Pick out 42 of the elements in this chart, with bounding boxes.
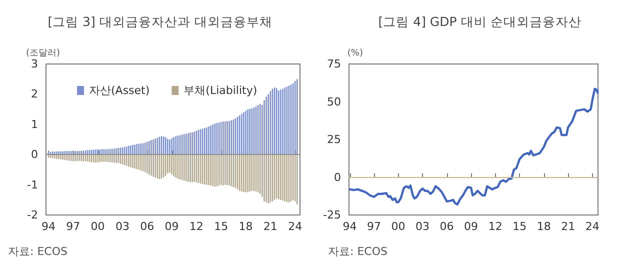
x-tick-label: 97 (66, 220, 80, 233)
line-series (348, 88, 599, 206)
x-tick-label: 03 (115, 220, 130, 233)
x-tick-label: 18 (536, 220, 551, 233)
y-tick-label: -2 (27, 208, 38, 222)
y-tick-label: 1 (31, 118, 38, 131)
x-tick-label: 97 (367, 220, 382, 233)
x-tick-label: 18 (238, 220, 253, 233)
x-tick-label: 00 (391, 220, 406, 233)
y-tick-label: 25 (326, 133, 341, 146)
text: 자료: ECOS (328, 245, 388, 258)
x-tick-label: 12 (488, 220, 502, 233)
chart-title: [그림 3] 대외금융자산과 대외금융부채 (48, 14, 272, 29)
y-tick-label: 0 (31, 148, 38, 162)
y-tick-label: 0 (334, 170, 341, 184)
y-tick-label: 75 (326, 58, 341, 70)
y-tick-label: 50 (326, 95, 341, 108)
y-tick-label: -25 (323, 208, 341, 222)
x-tick-label: 03 (416, 220, 430, 233)
chart-title: [그림 4] GDP 대비 순대외금융자산 (378, 14, 582, 29)
x-tick-label: 15 (214, 220, 228, 233)
x-tick-label: 06 (440, 220, 454, 233)
legend-label: 부채(Liability) (184, 84, 258, 97)
y-axis-title: (조달러) (26, 48, 60, 58)
x-tick-label: 12 (189, 220, 204, 233)
y-tick-label: 2 (31, 88, 38, 101)
x-tick-label: 94 (41, 220, 56, 233)
x-tick-label: 00 (90, 220, 105, 233)
x-tick-label: 24 (288, 220, 302, 233)
y-tick-label: 3 (31, 58, 38, 70)
x-tick-label: 24 (585, 220, 600, 233)
legend-label: 자산(Asset) (89, 84, 150, 97)
x-tick-label: 21 (561, 220, 576, 233)
x-tick-label: 21 (263, 220, 278, 233)
x-tick-label: 09 (464, 220, 478, 233)
x-tick-label: 06 (140, 220, 154, 233)
y-axis-title: (%) (347, 48, 363, 58)
x-tick-label: 15 (512, 220, 527, 233)
y-tick-label: -1 (27, 178, 38, 192)
x-tick-label: 09 (164, 220, 179, 233)
text: 자료: ECOS (8, 245, 68, 258)
x-tick-label: 94 (342, 220, 357, 233)
